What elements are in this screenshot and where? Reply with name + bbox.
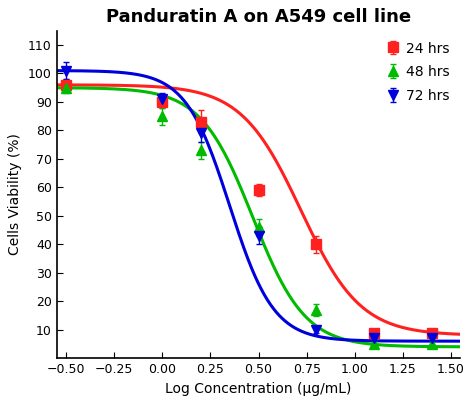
X-axis label: Log Concentration (µg/mL): Log Concentration (µg/mL) xyxy=(165,382,352,396)
Legend: 24 hrs, 48 hrs, 72 hrs: 24 hrs, 48 hrs, 72 hrs xyxy=(383,38,454,107)
Y-axis label: Cells Viability (%): Cells Viability (%) xyxy=(9,133,22,255)
Title: Panduratin A on A549 cell line: Panduratin A on A549 cell line xyxy=(106,8,411,26)
